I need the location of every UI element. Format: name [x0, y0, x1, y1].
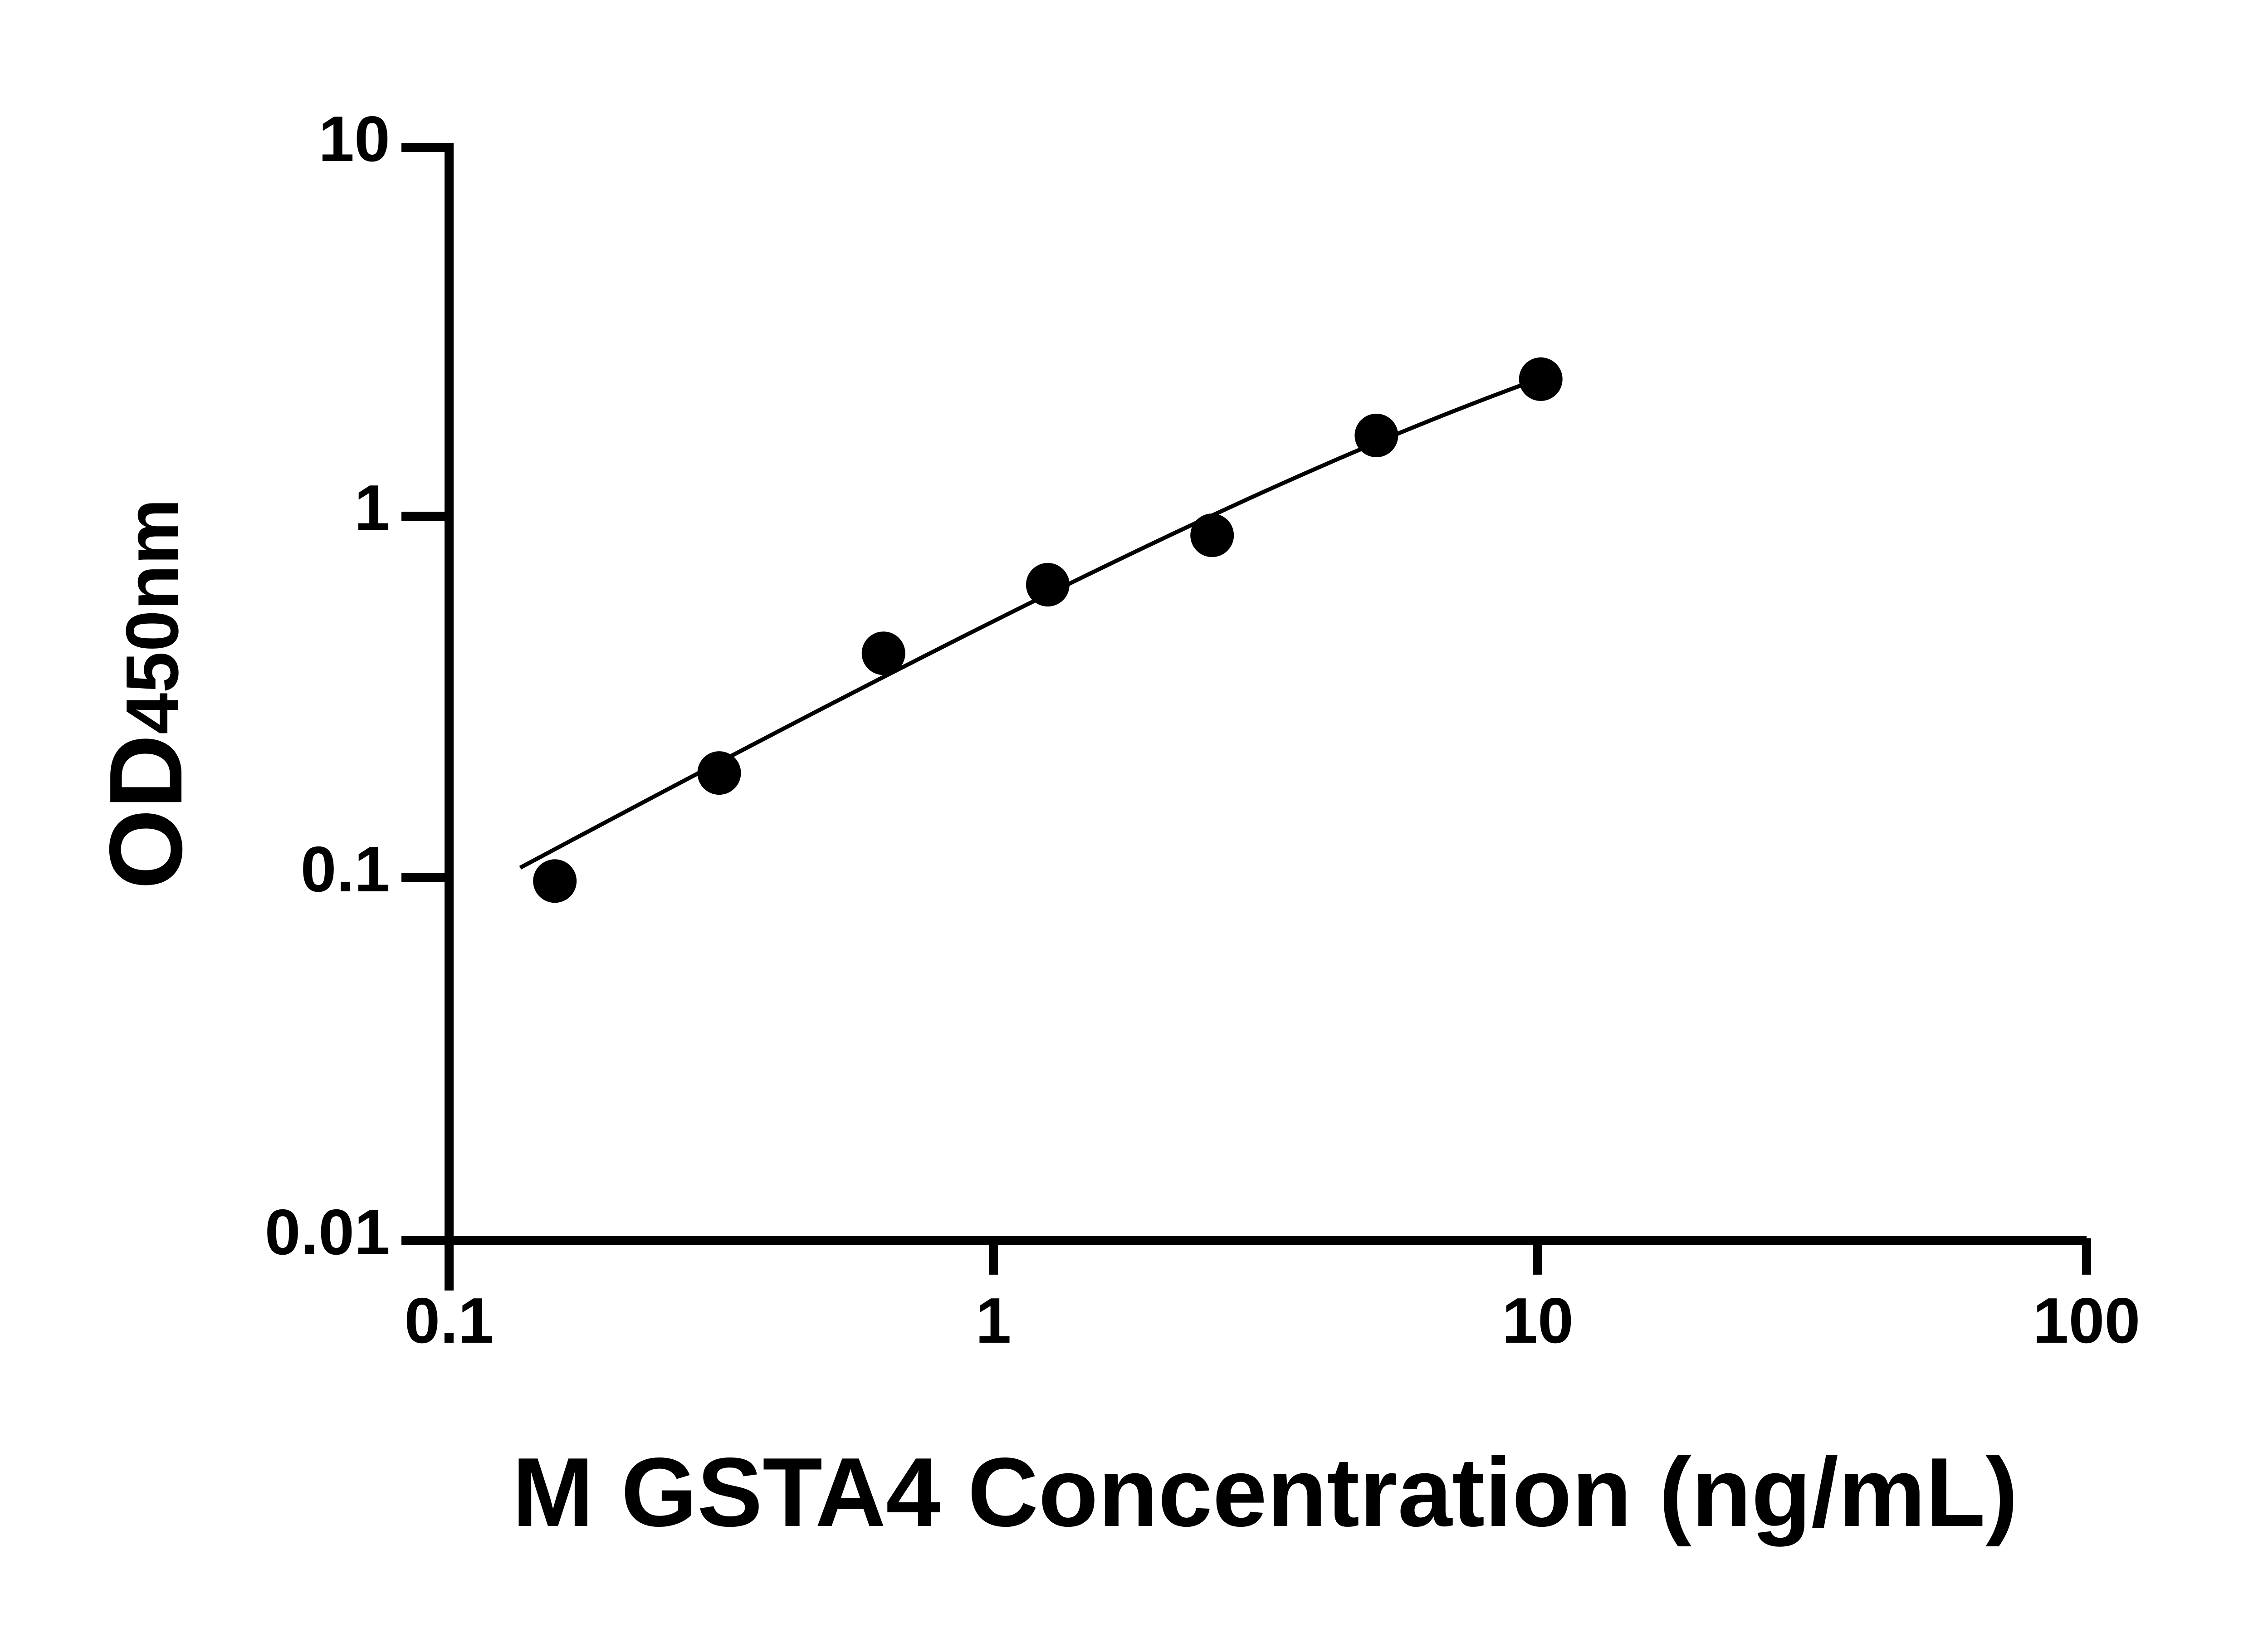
svg-text:0.1: 0.1	[301, 833, 390, 905]
svg-text:M GSTA4 Concentration (ng/mL): M GSTA4 Concentration (ng/mL)	[512, 1437, 2018, 1547]
svg-text:0.01: 0.01	[265, 1196, 390, 1268]
svg-text:10: 10	[318, 103, 390, 175]
svg-text:1: 1	[976, 1285, 1012, 1357]
svg-text:10: 10	[1502, 1285, 1574, 1357]
svg-text:0.1: 0.1	[404, 1285, 494, 1357]
svg-text:1: 1	[354, 472, 390, 544]
svg-text:100: 100	[2033, 1285, 2141, 1357]
